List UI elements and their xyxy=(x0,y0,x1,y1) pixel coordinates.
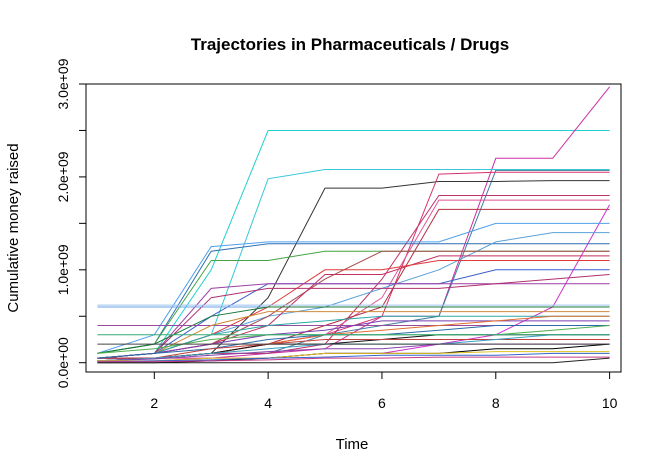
series-line-38 xyxy=(97,356,610,363)
series-line-32 xyxy=(97,339,610,362)
y-tick-label-3: 3.0e+09 xyxy=(55,58,71,109)
series-line-39 xyxy=(97,357,610,364)
series-line-12 xyxy=(97,243,610,354)
x-tick-label-2: 2 xyxy=(150,395,158,411)
y-tick-label-1: 1.0e+09 xyxy=(55,244,71,295)
series-line-1 xyxy=(97,130,610,359)
x-tick-label-4: 4 xyxy=(264,395,272,411)
series-line-11 xyxy=(97,222,610,354)
y-tick-label-0: 0.0e+00 xyxy=(55,337,71,388)
x-tick-label-8: 8 xyxy=(492,395,500,411)
x-axis-label: Time xyxy=(336,436,369,453)
y-axis: 0.0e+00 1.0e+09 2.0e+09 3.0e+09 xyxy=(55,58,86,388)
series-line-37 xyxy=(97,352,610,363)
series-line-2 xyxy=(97,86,610,359)
x-tick-label-10: 10 xyxy=(602,395,618,411)
y-tick-label-2: 2.0e+09 xyxy=(55,151,71,202)
series-line-19 xyxy=(97,283,610,359)
plot-frame xyxy=(85,83,622,373)
x-axis: 2 4 6 8 10 xyxy=(150,372,618,411)
series-line-14 xyxy=(97,250,610,354)
series-line-23 xyxy=(97,306,610,354)
series-line-10 xyxy=(97,204,611,362)
series-line-27 xyxy=(97,320,610,359)
y-axis-label: Cumulative money raised xyxy=(5,143,22,312)
series-line-36 xyxy=(97,351,610,362)
series-line-25 xyxy=(97,311,610,359)
x-tick-label-6: 6 xyxy=(378,395,386,411)
plot-lines xyxy=(97,86,611,364)
chart-title: Trajectories in Pharmaceuticals / Drugs xyxy=(191,35,509,54)
